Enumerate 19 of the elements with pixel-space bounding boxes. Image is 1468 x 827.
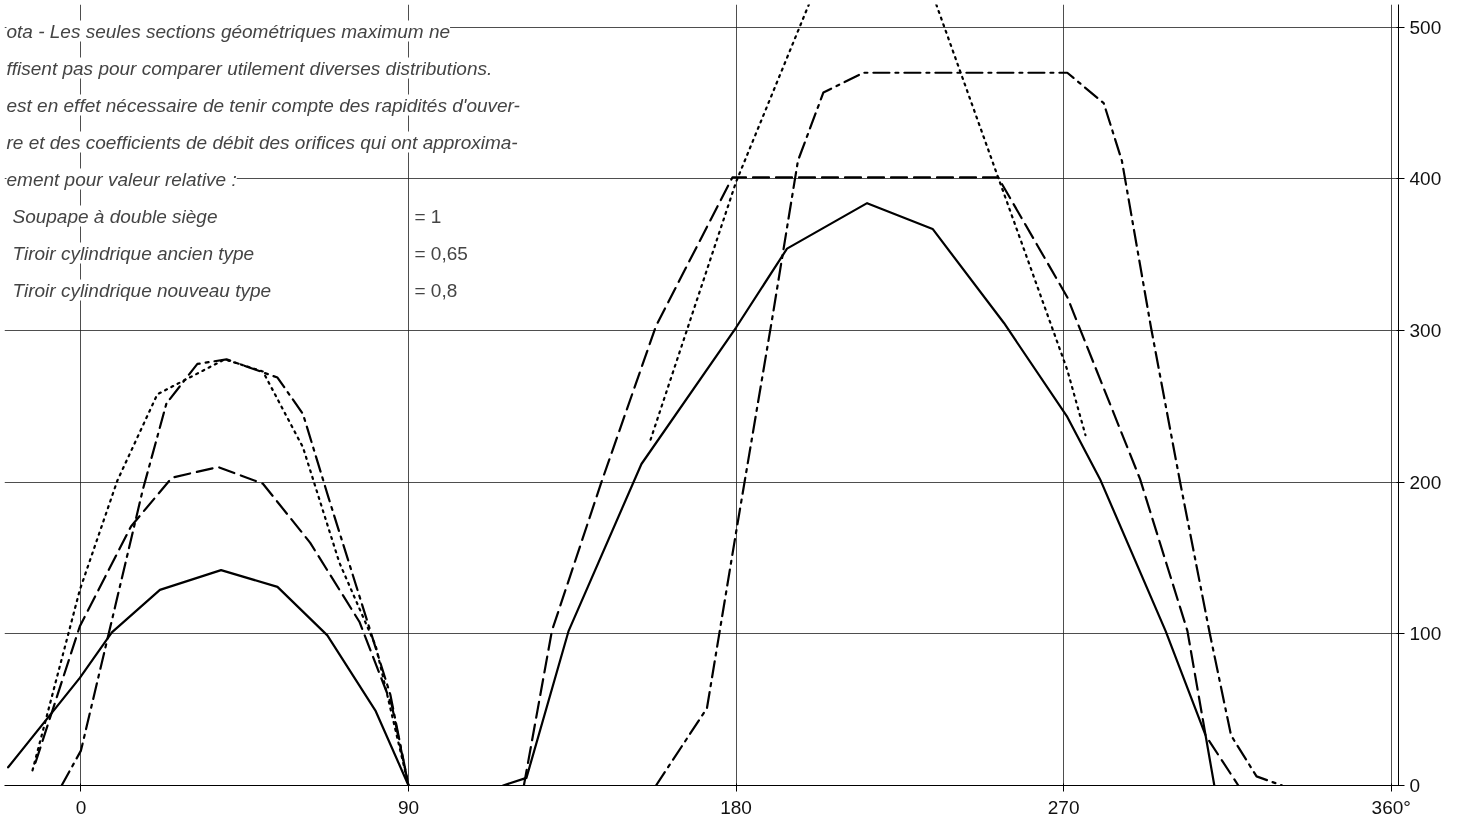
y-tick-label: 200 — [1409, 471, 1442, 493]
x-tick-label: 360° — [1371, 796, 1411, 818]
y-tick-label: 500 — [1409, 16, 1442, 38]
y-tick-label: 300 — [1409, 320, 1442, 342]
y-tick-label: 100 — [1409, 623, 1442, 645]
annotation: ffisent pas pour comparer utilement diverses distributions. — [6, 57, 493, 79]
text: Tiroir cylindrique nouveau type = 0,8 — [12, 279, 458, 301]
y-tick-label: 400 — [1409, 168, 1442, 190]
annotation: re et des coefficients de débit des orifices qui ont approxima- — [6, 131, 518, 153]
annotation: est en effet nécessaire de tenir compte des rapidités d'ouver- — [6, 94, 520, 116]
text: Tiroir cylindrique ancien type = 0,65 — [12, 242, 468, 264]
text: Soupape à double siège = 1 — [12, 205, 442, 227]
x-tick-label: 270 — [1047, 796, 1080, 818]
x-tick-label: 90 — [397, 796, 420, 818]
annotation: ota - Les seules sections géométriques maximum ne — [6, 20, 451, 42]
x-tick-label: 180 — [720, 796, 752, 818]
y-tick-label: 0 — [1409, 775, 1421, 796]
annotation: ement pour valeur relative : — [6, 168, 237, 190]
x-tick-label: 0 — [75, 796, 87, 818]
